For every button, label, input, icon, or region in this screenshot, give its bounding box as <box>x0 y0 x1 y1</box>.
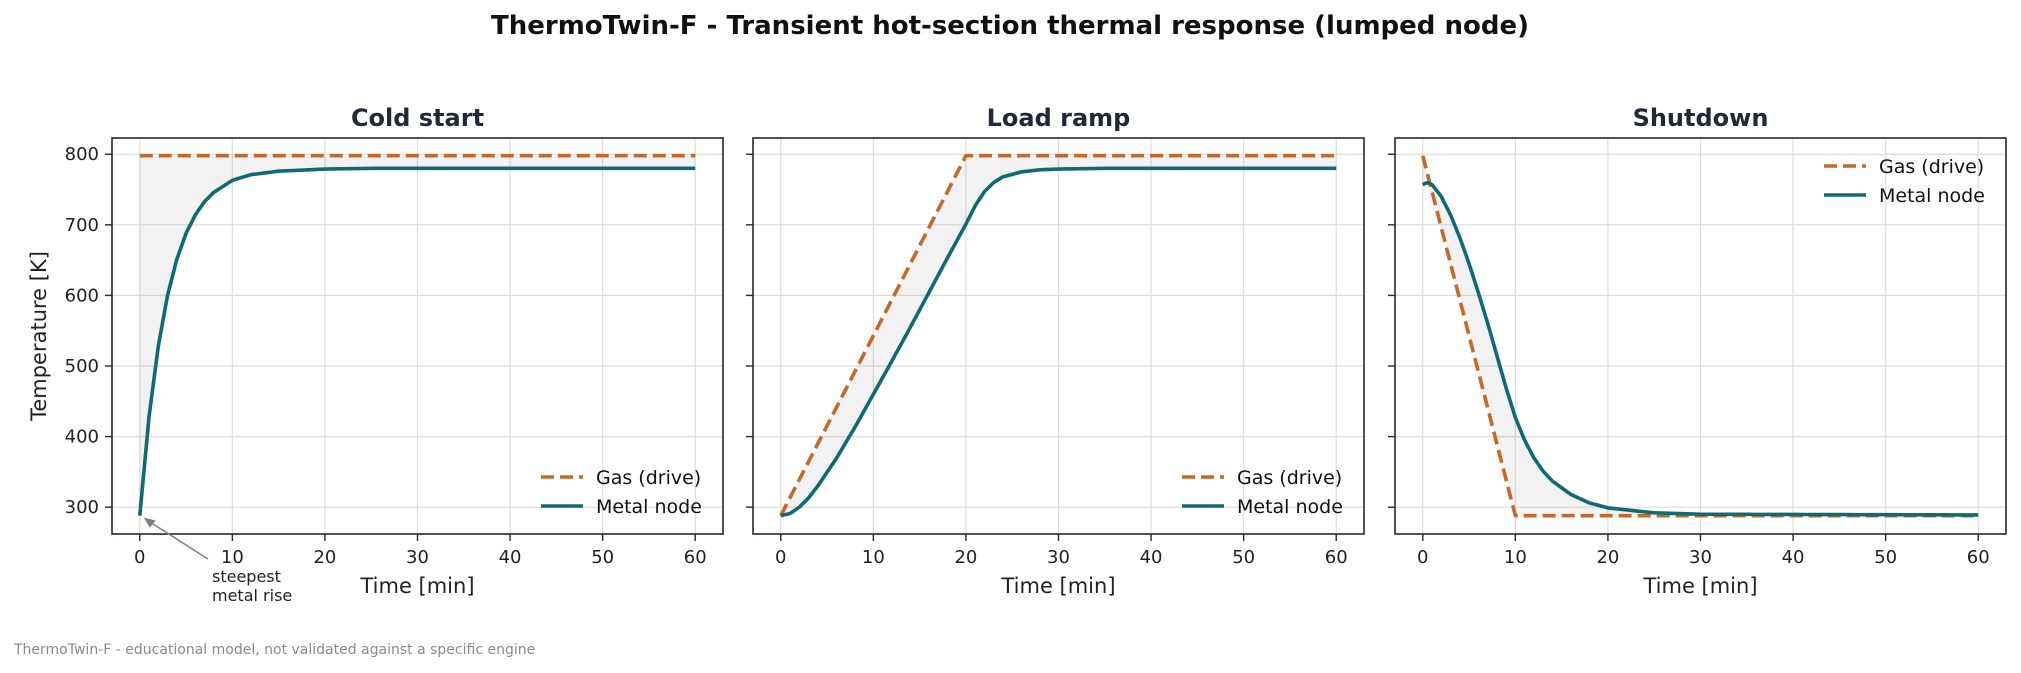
annotation-arrow <box>147 520 209 560</box>
x-tick-label: 30 <box>406 547 429 568</box>
x-tick-label: 60 <box>684 547 707 568</box>
legend-label: Gas (drive) <box>596 467 701 489</box>
x-tick-label: 10 <box>1504 547 1527 568</box>
x-tick-label: 50 <box>1874 547 1897 568</box>
metal-node-line <box>1422 181 1979 517</box>
x-tick-label: 60 <box>1325 547 1348 568</box>
legend-label: Metal node <box>1879 185 1985 207</box>
x-tick-label: 20 <box>1596 547 1619 568</box>
annotation-text: metal rise <box>212 586 292 605</box>
x-tick-label: 40 <box>1140 547 1163 568</box>
legend-label: Metal node <box>596 496 702 518</box>
y-tick-label: 600 <box>65 285 99 306</box>
x-tick-label: 30 <box>1689 547 1712 568</box>
x-axis-label: Time [min] <box>1000 574 1115 598</box>
x-tick-label: 60 <box>1967 547 1990 568</box>
x-tick-label: 20 <box>313 547 336 568</box>
panel-cold-start: Cold start 0 10 20 30 40 50 60 300 400 500 600 700 80… <box>27 104 724 605</box>
annotation-arrowhead <box>143 517 156 528</box>
gas-drive-line <box>779 153 1337 517</box>
y-tick-label: 700 <box>65 215 99 236</box>
x-tick-label: 50 <box>591 547 614 568</box>
panel-shutdown: Shutdown 0 10 20 30 40 50 60 Time [min] Gas (driv… <box>1388 104 2007 598</box>
x-tick-label: 30 <box>1047 547 1070 568</box>
y-tick-label: 400 <box>65 427 99 448</box>
x-axis-label: Time [min] <box>359 574 474 598</box>
legend-label: Gas (drive) <box>1879 156 1984 178</box>
panel-title: Shutdown <box>1633 104 1769 132</box>
y-tick-label: 800 <box>65 144 99 165</box>
x-tick-label: 20 <box>954 547 977 568</box>
x-tick-label: 40 <box>499 547 522 568</box>
x-tick-label: 40 <box>1782 547 1805 568</box>
fill-between-area <box>139 155 696 516</box>
fill-between-area <box>780 155 1337 516</box>
annotation-text: steepest <box>212 567 281 586</box>
legend-label: Gas (drive) <box>1237 467 1342 489</box>
legend: Gas (drive) Metal node <box>1824 156 1985 207</box>
x-tick-label: 10 <box>862 547 885 568</box>
metal-node-line <box>780 166 1337 518</box>
legend-label: Metal node <box>1237 496 1343 518</box>
footer-note: ThermoTwin-F - educational model, not va… <box>13 642 535 658</box>
x-tick-label: 0 <box>1417 547 1428 568</box>
panel-load-ramp: Load ramp 0 10 20 30 40 50 60 Time [min] Gas (dri… <box>746 104 1365 598</box>
gas-drive-line <box>1421 155 1979 518</box>
panel-title: Cold start <box>351 104 484 132</box>
panel-title: Load ramp <box>987 104 1131 132</box>
figure-title: ThermoTwin-F - Transient hot-section the… <box>491 11 1529 41</box>
legend: Gas (drive) Metal node <box>1182 467 1343 518</box>
y-axis-label: Temperature [K] <box>27 251 51 422</box>
x-tick-label: 0 <box>775 547 786 568</box>
legend: Gas (drive) Metal node <box>541 467 702 518</box>
y-tick-label: 500 <box>65 356 99 377</box>
y-tick-label: 300 <box>65 497 99 518</box>
x-tick-label: 50 <box>1232 547 1255 568</box>
metal-node-line <box>137 166 696 516</box>
x-tick-label: 0 <box>134 547 145 568</box>
x-tick-label: 10 <box>221 547 244 568</box>
x-axis-label: Time [min] <box>1642 574 1757 598</box>
